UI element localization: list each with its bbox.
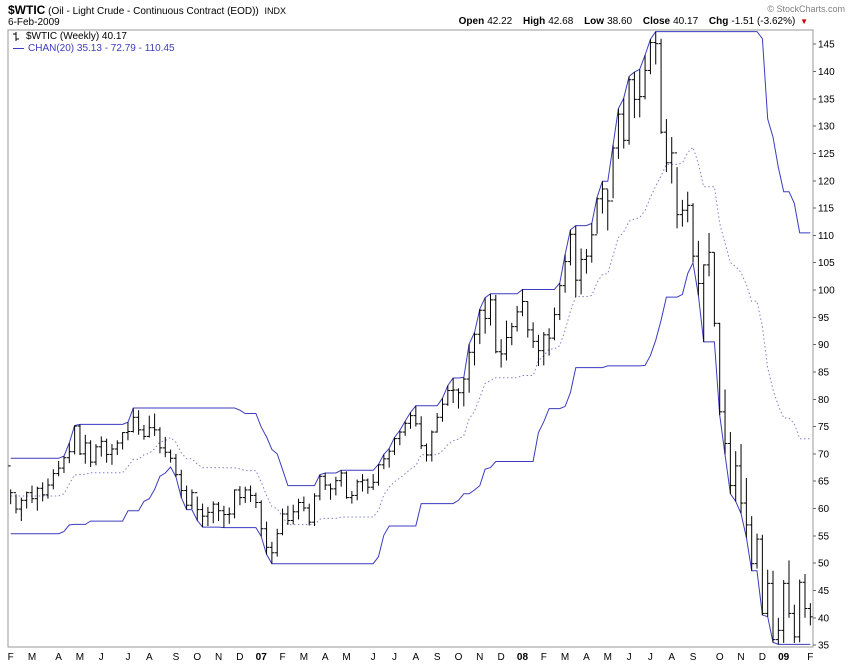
price-legend-label: $WTIC (Weekly) 40.17 <box>26 31 127 42</box>
exchange-label: INDX <box>264 6 287 16</box>
svg-text:F: F <box>279 652 285 663</box>
svg-text:45: 45 <box>818 586 830 597</box>
svg-text:140: 140 <box>818 67 835 78</box>
svg-text:35: 35 <box>818 641 830 652</box>
svg-text:130: 130 <box>818 122 835 133</box>
svg-text:A: A <box>322 652 329 663</box>
svg-text:115: 115 <box>818 204 834 215</box>
svg-text:A: A <box>668 652 675 663</box>
svg-text:135: 135 <box>818 94 835 105</box>
svg-text:A: A <box>583 652 590 663</box>
ohlc-bars-icon <box>13 32 19 41</box>
svg-text:110: 110 <box>818 231 834 242</box>
svg-text:D: D <box>759 652 766 663</box>
channel-line-swatch <box>13 48 24 49</box>
svg-text:J: J <box>392 652 397 663</box>
svg-text:J: J <box>125 652 130 663</box>
svg-text:M: M <box>561 652 569 663</box>
svg-text:O: O <box>193 652 201 663</box>
low-value: 38.60 <box>607 16 633 27</box>
svg-text:75: 75 <box>818 422 830 433</box>
svg-text:07: 07 <box>256 652 268 663</box>
svg-text:120: 120 <box>818 176 835 187</box>
svg-text:60: 60 <box>818 504 830 515</box>
svg-text:100: 100 <box>818 286 835 297</box>
channel-legend-row: CHAN(20) 35.13 - 72.79 - 110.45 <box>13 43 175 54</box>
down-arrow-icon: ▼ <box>800 17 808 26</box>
svg-text:J: J <box>99 652 104 663</box>
close-label: Close <box>642 16 671 27</box>
svg-text:J: J <box>371 652 376 663</box>
svg-text:M: M <box>604 652 612 663</box>
svg-text:F: F <box>541 652 547 663</box>
svg-text:55: 55 <box>818 531 830 542</box>
high-value: 42.68 <box>548 16 574 27</box>
channel-legend-label: CHAN(20) 35.13 - 72.79 - 110.45 <box>28 43 175 54</box>
svg-text:N: N <box>215 652 222 663</box>
svg-text:F: F <box>807 652 813 663</box>
svg-text:A: A <box>412 652 419 663</box>
svg-text:M: M <box>342 652 350 663</box>
svg-text:70: 70 <box>818 449 830 460</box>
svg-text:09: 09 <box>778 652 790 663</box>
svg-text:O: O <box>455 652 463 663</box>
low-label: Low <box>584 16 605 27</box>
ticker-symbol: $WTIC <box>8 3 46 17</box>
quote-date: 6-Feb-2009 <box>8 17 60 28</box>
svg-text:S: S <box>173 652 180 663</box>
svg-text:M: M <box>300 652 308 663</box>
svg-text:J: J <box>627 652 632 663</box>
svg-text:105: 105 <box>818 258 835 269</box>
svg-text:65: 65 <box>818 477 830 488</box>
svg-text:80: 80 <box>818 395 830 406</box>
svg-text:A: A <box>55 652 62 663</box>
open-label: Open <box>458 16 485 27</box>
svg-text:95: 95 <box>818 313 830 324</box>
svg-text:S: S <box>434 652 441 663</box>
svg-text:M: M <box>76 652 84 663</box>
svg-text:125: 125 <box>818 149 835 160</box>
svg-text:145: 145 <box>818 40 835 51</box>
chart-title: $WTIC (Oil - Light Crude - Continuous Co… <box>8 3 286 17</box>
svg-text:S: S <box>690 652 697 663</box>
svg-text:D: D <box>236 652 243 663</box>
close-value: 40.17 <box>673 16 699 27</box>
svg-text:N: N <box>476 652 483 663</box>
high-label: High <box>523 16 546 27</box>
chg-label: Chg <box>708 16 729 27</box>
ticker-description: (Oil - Light Crude - Continuous Contract… <box>48 6 259 17</box>
svg-text:90: 90 <box>818 340 830 351</box>
svg-text:N: N <box>737 652 744 663</box>
svg-text:D: D <box>498 652 505 663</box>
open-value: 42.22 <box>487 16 513 27</box>
svg-text:F: F <box>8 652 14 663</box>
svg-text:85: 85 <box>818 367 830 378</box>
price-legend-row: $WTIC (Weekly) 40.17 <box>13 31 127 42</box>
chg-value: -1.51 (-3.62%) <box>731 16 796 27</box>
svg-text:50: 50 <box>818 559 830 570</box>
svg-text:M: M <box>28 652 36 663</box>
copyright-notice: © StockCharts.com <box>767 4 845 14</box>
svg-text:40: 40 <box>818 613 830 624</box>
svg-text:A: A <box>146 652 153 663</box>
svg-text:J: J <box>648 652 653 663</box>
ohlc-quote-row: Open 42.22 High 42.68 Low 38.60 Close 40.17 … <box>459 16 808 27</box>
svg-text:O: O <box>716 652 724 663</box>
svg-text:08: 08 <box>517 652 529 663</box>
